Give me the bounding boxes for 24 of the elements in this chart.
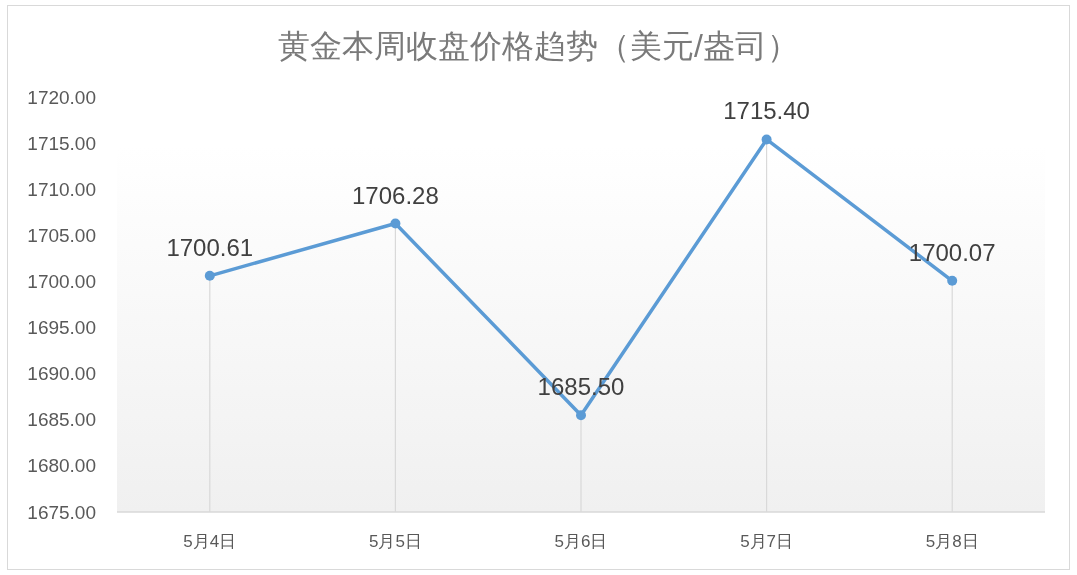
y-tick-label: 1720.00	[27, 86, 96, 108]
x-tick-label: 5月5日	[368, 531, 422, 551]
x-tick-label: 5月7日	[740, 531, 794, 551]
data-label: 1706.28	[352, 181, 439, 209]
point	[390, 218, 401, 229]
y-tick-label: 1715.00	[27, 132, 96, 154]
point	[761, 134, 772, 145]
chart-title: 黄金本周收盘价格趋势（美元/盎司）	[278, 28, 799, 64]
x-tick-label: 5月4日	[183, 531, 237, 551]
y-tick-label: 1695.00	[27, 317, 96, 339]
y-tick-label: 1700.00	[27, 270, 96, 292]
point	[947, 275, 958, 286]
y-tick-label: 1705.00	[27, 224, 96, 246]
y-tick-label: 1680.00	[27, 455, 96, 477]
y-tick-label: 1690.00	[27, 363, 96, 385]
data-label: 1715.40	[723, 97, 810, 125]
point	[576, 410, 586, 421]
x-tick-label: 5月8日	[925, 531, 979, 551]
y-tick-label: 1675.00	[27, 501, 96, 523]
point	[204, 270, 215, 281]
y-tick-label: 1710.00	[27, 178, 96, 200]
x-tick-label: 5月6日	[554, 531, 608, 551]
y-tick-label: 1685.00	[27, 409, 96, 431]
data-label: 1700.61	[166, 233, 254, 261]
